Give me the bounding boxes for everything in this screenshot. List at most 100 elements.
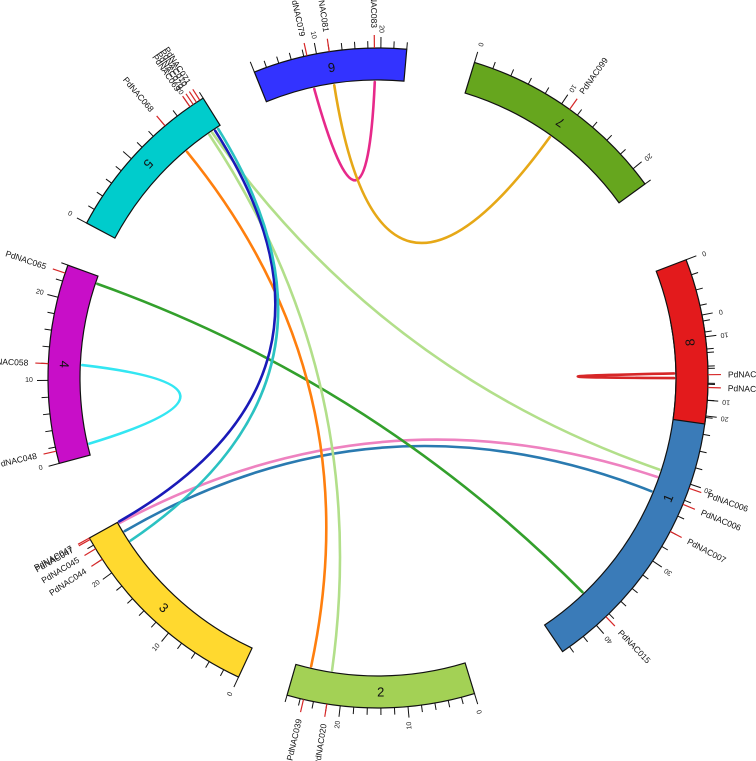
tick-mark [596, 625, 605, 634]
gene-marker [188, 91, 198, 103]
gene-marker [185, 93, 194, 105]
gene-marker [326, 38, 330, 52]
tick-mark [161, 632, 169, 642]
tick-label: 30 [663, 566, 673, 576]
gene-marker [324, 703, 328, 717]
tick-mark [177, 642, 183, 650]
tick-mark [148, 130, 154, 137]
tick-mark [150, 621, 157, 628]
tick-mark [460, 697, 464, 705]
tick-mark [592, 121, 598, 128]
tick-mark [706, 347, 714, 350]
gene-marker [688, 487, 702, 494]
synteny-link [312, 80, 377, 182]
gene-marker [299, 699, 305, 713]
tick-mark [198, 91, 204, 99]
gene-marker [569, 98, 578, 110]
synteny-link [185, 150, 328, 668]
tick-mark [115, 165, 122, 172]
gene-label: PdNAC065 [4, 248, 48, 271]
chromosome-layer: 1010203040201020301020401020502061020701… [25, 25, 730, 730]
tick-mark [219, 669, 225, 677]
tick-mark [96, 191, 103, 197]
gene-marker [192, 88, 201, 101]
gene-marker [78, 538, 91, 547]
gene-label: PdNAC020 [312, 723, 329, 761]
tick-mark [352, 707, 355, 715]
gene-label: PdNAC006 [699, 507, 742, 533]
tick-mark [420, 705, 423, 713]
tick-mark [102, 572, 112, 580]
gene-label: PdNAC083 [369, 0, 379, 28]
tick-mark [311, 701, 314, 709]
chromosome-4: 4 0 10 20 [25, 262, 99, 472]
tick-mark [233, 676, 239, 688]
chromosome-6: 6 10 20 [249, 25, 408, 103]
gene-marker [682, 503, 696, 510]
gene-label: PdNAC015 [616, 628, 653, 666]
tick-mark [527, 77, 532, 85]
tick-mark [288, 52, 292, 60]
tick-mark [434, 702, 437, 711]
chromosome-band-5 [85, 97, 221, 239]
tick-mark [44, 328, 52, 331]
gene-label: PdNAC005 [728, 383, 756, 394]
gene-marker [669, 530, 682, 539]
gene-label: PdNAC081 [315, 0, 331, 33]
chromosome-label: 8 [682, 338, 698, 347]
chromosome-8: 8 0 10 20 [655, 249, 729, 425]
tick-mark [631, 588, 638, 594]
tick-mark [685, 255, 697, 261]
chromosome-band-8 [655, 258, 709, 425]
tick-mark [122, 151, 132, 160]
tick-mark [47, 311, 55, 315]
tick-mark [684, 499, 692, 504]
tick-mark [42, 345, 50, 348]
tick-mark [138, 610, 145, 616]
tick-mark [42, 413, 51, 416]
gene-label: PdNAC039 [284, 718, 303, 761]
tick-mark [632, 161, 642, 170]
gene-label: PdNAC002 [728, 369, 756, 379]
tick-label: 10 [309, 31, 317, 40]
tick-mark [510, 69, 515, 77]
tick-label: 20 [720, 414, 729, 422]
tick-mark [608, 613, 615, 620]
tick-mark [249, 61, 255, 73]
chromosome-band-2 [286, 662, 476, 709]
gene-label: PdNAC058 [0, 356, 29, 368]
gene-marker [605, 616, 616, 627]
tick-mark [704, 330, 712, 333]
tick-mark [577, 109, 583, 116]
synteny-link [96, 282, 584, 594]
chromosome-label: 2 [377, 684, 384, 699]
gene-marker [77, 537, 90, 545]
tick-mark [338, 705, 341, 717]
tick-mark [45, 430, 53, 433]
tick-mark [48, 462, 60, 467]
tick-mark [544, 87, 550, 94]
tick-label: 20 [643, 151, 654, 161]
tick-mark [705, 416, 713, 419]
tick-mark [474, 51, 479, 63]
synteny-link [118, 438, 659, 525]
tick-mark [702, 319, 711, 322]
tick-mark [105, 178, 112, 184]
tick-mark [620, 601, 627, 607]
tick-label: 20 [35, 288, 44, 297]
tick-mark [561, 94, 569, 105]
tick-mark [136, 142, 143, 148]
tick-mark [313, 42, 317, 54]
tick-mark [61, 262, 69, 266]
tick-mark [652, 560, 663, 568]
tick-label: 10 [567, 83, 577, 93]
synteny-link [210, 131, 661, 471]
links-layer [80, 80, 676, 672]
gene-label: PdNAC079 [289, 0, 308, 38]
tick-mark [569, 646, 575, 653]
tick-mark [205, 661, 210, 668]
